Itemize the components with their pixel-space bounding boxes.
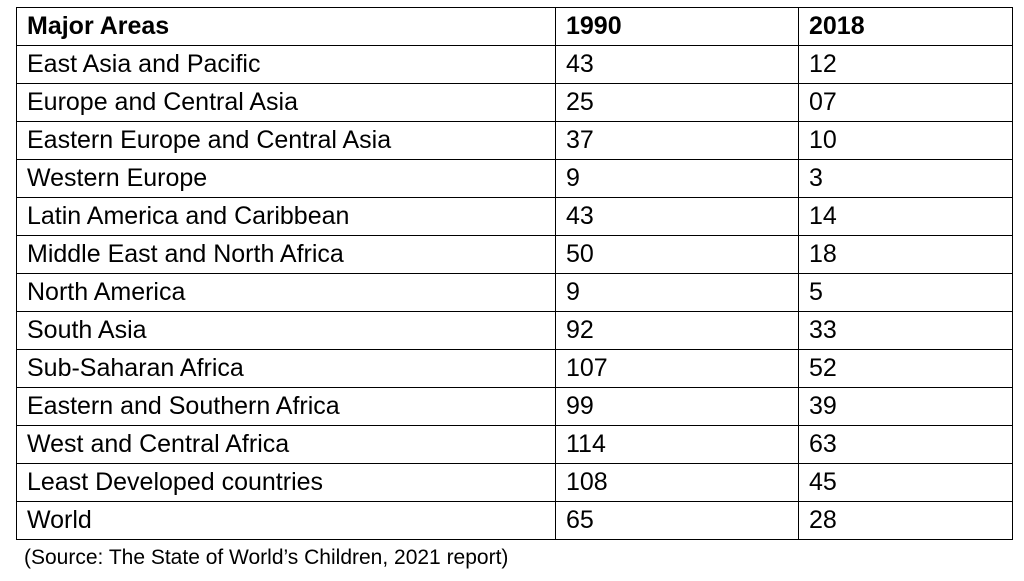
value-1990-cell: 43	[555, 45, 799, 84]
table-row: East Asia and Pacific 43 12	[16, 45, 1013, 84]
area-name-cell: Eastern and Southern Africa	[16, 387, 556, 426]
value-2018-cell: 18	[798, 235, 1013, 274]
value-2018-cell: 07	[798, 83, 1013, 122]
table-row: Sub-Saharan Africa 107 52	[16, 349, 1013, 388]
major-areas-table: Major Areas 1990 2018 East Asia and Paci…	[16, 7, 1013, 540]
value-2018-cell: 45	[798, 463, 1013, 502]
value-1990-cell: 92	[555, 311, 799, 350]
value-1990-cell: 114	[555, 425, 799, 464]
area-name-cell: Sub-Saharan Africa	[16, 349, 556, 388]
value-2018-cell: 63	[798, 425, 1013, 464]
table-row: West and Central Africa 114 63	[16, 425, 1013, 464]
value-1990-cell: 9	[555, 273, 799, 312]
value-1990-cell: 107	[555, 349, 799, 388]
area-name-cell: West and Central Africa	[16, 425, 556, 464]
value-1990-cell: 25	[555, 83, 799, 122]
value-1990-cell: 9	[555, 159, 799, 198]
area-name-cell: South Asia	[16, 311, 556, 350]
value-2018-cell: 14	[798, 197, 1013, 236]
area-name-cell: Western Europe	[16, 159, 556, 198]
value-1990-cell: 108	[555, 463, 799, 502]
header-1990: 1990	[555, 7, 799, 46]
value-2018-cell: 52	[798, 349, 1013, 388]
area-name-cell: Europe and Central Asia	[16, 83, 556, 122]
area-name-cell: World	[16, 501, 556, 540]
table-row: Least Developed countries 108 45	[16, 463, 1013, 502]
data-table-container: Major Areas 1990 2018 East Asia and Paci…	[16, 7, 1013, 540]
value-1990-cell: 65	[555, 501, 799, 540]
value-2018-cell: 3	[798, 159, 1013, 198]
table-row: Eastern and Southern Africa 99 39	[16, 387, 1013, 426]
source-note: (Source: The State of World’s Children, …	[24, 546, 509, 569]
table-row: Europe and Central Asia 25 07	[16, 83, 1013, 122]
value-2018-cell: 12	[798, 45, 1013, 84]
value-2018-cell: 39	[798, 387, 1013, 426]
table-row: World 65 28	[16, 501, 1013, 540]
value-1990-cell: 50	[555, 235, 799, 274]
area-name-cell: North America	[16, 273, 556, 312]
value-2018-cell: 33	[798, 311, 1013, 350]
area-name-cell: Least Developed countries	[16, 463, 556, 502]
value-1990-cell: 43	[555, 197, 799, 236]
value-1990-cell: 99	[555, 387, 799, 426]
area-name-cell: Middle East and North Africa	[16, 235, 556, 274]
table-row: South Asia 92 33	[16, 311, 1013, 350]
area-name-cell: Eastern Europe and Central Asia	[16, 121, 556, 160]
value-2018-cell: 5	[798, 273, 1013, 312]
table-row: Eastern Europe and Central Asia 37 10	[16, 121, 1013, 160]
table-row: Middle East and North Africa 50 18	[16, 235, 1013, 274]
value-2018-cell: 28	[798, 501, 1013, 540]
area-name-cell: Latin America and Caribbean	[16, 197, 556, 236]
table-row: North America 9 5	[16, 273, 1013, 312]
header-2018: 2018	[798, 7, 1013, 46]
table-row: Western Europe 9 3	[16, 159, 1013, 198]
header-major-areas: Major Areas	[16, 7, 556, 46]
table-header-row: Major Areas 1990 2018	[16, 7, 1013, 46]
area-name-cell: East Asia and Pacific	[16, 45, 556, 84]
table-row: Latin America and Caribbean 43 14	[16, 197, 1013, 236]
value-1990-cell: 37	[555, 121, 799, 160]
value-2018-cell: 10	[798, 121, 1013, 160]
